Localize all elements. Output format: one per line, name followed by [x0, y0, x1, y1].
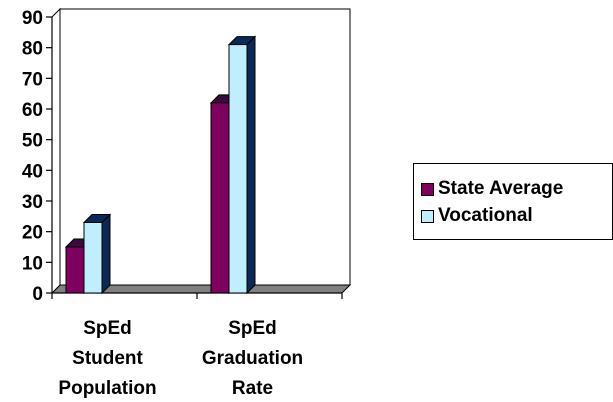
- x-category-label: Rate: [232, 378, 273, 399]
- bar-front: [83, 221, 103, 294]
- x-category-label: Population: [58, 378, 156, 399]
- x-category-label: Graduation: [202, 348, 303, 369]
- y-tick-label: 20: [22, 223, 43, 244]
- x-category-label: SpEd: [228, 318, 277, 339]
- legend-label-0: State Average: [438, 178, 564, 199]
- y-tick-label: 60: [22, 100, 43, 121]
- y-tick-label: 80: [22, 39, 43, 60]
- y-axis: 0 10 20 30 40 50 60 70 80 90: [22, 8, 53, 305]
- legend-item-1: Vocational: [421, 204, 533, 228]
- bar-side: [246, 35, 256, 295]
- bar-front: [228, 44, 248, 294]
- legend-label-1: Vocational: [438, 205, 533, 226]
- y-tick-label: 0: [32, 284, 43, 305]
- bars-group: [64, 35, 257, 295]
- bar-front: [210, 102, 230, 294]
- x-category-label: SpEd: [83, 318, 132, 339]
- legend-item-0: State Average: [421, 177, 563, 201]
- legend: State Average Vocational: [413, 163, 613, 240]
- legend-swatch-0: [421, 182, 434, 196]
- category-labels: SpEd Student Population SpEd Graduation Rate: [58, 318, 303, 399]
- y-tick-label: 70: [22, 69, 43, 90]
- bar: [227, 35, 257, 295]
- bar-side: [101, 213, 111, 295]
- x-category-label: Student: [72, 348, 143, 369]
- x-axis: [51, 292, 343, 299]
- y-tick-label: 90: [22, 8, 43, 29]
- bar: [82, 213, 112, 295]
- legend-swatch-1: [421, 209, 434, 223]
- y-tick-label: 50: [22, 131, 43, 152]
- y-tick-label: 10: [22, 253, 43, 274]
- bar-front: [65, 246, 85, 294]
- y-tick-label: 40: [22, 161, 43, 182]
- side-wall: [51, 7, 61, 295]
- y-tick-label: 30: [22, 192, 43, 213]
